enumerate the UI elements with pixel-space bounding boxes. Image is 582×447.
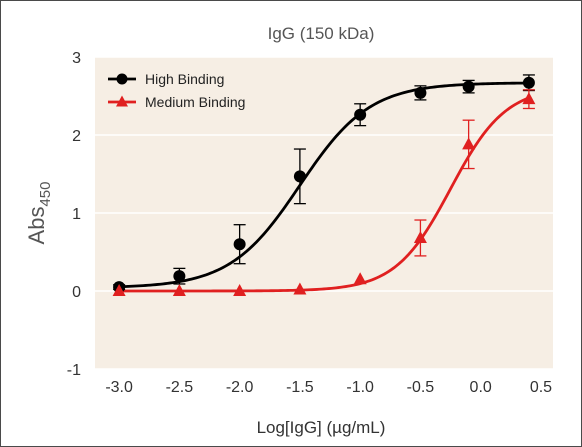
x-tick-label: -1.5 [286,379,314,396]
y-axis-label-subscript: 450 [37,182,54,207]
data-point [414,86,427,99]
y-tick-label: 2 [72,128,81,145]
data-point [173,270,186,283]
chart-title: IgG (150 kDa) [268,24,375,43]
data-point [522,76,535,89]
legend-marker [116,73,128,85]
legend-label: Medium Binding [145,94,245,110]
data-points [112,76,536,296]
data-point [462,137,476,150]
x-tick-label: -2.5 [166,379,194,396]
data-point [293,170,306,183]
x-tick-label: -2.0 [226,379,254,396]
y-tick-labels: -1 0 1 2 3 [67,50,81,379]
y-axis-label-main: Abs [24,207,49,245]
data-point [233,284,247,296]
fit-curve [119,81,529,289]
x-tick-label: 0.0 [470,379,492,396]
data-point [172,284,186,296]
data-point [354,108,367,121]
data-point [522,92,536,105]
x-tick-label: 0.5 [530,379,552,396]
x-tick-labels: -3.0 -2.5 -2.0 -1.5 -1.0 -0.5 0.0 0.5 [105,379,552,396]
y-axis-label: Abs450 [24,182,54,245]
legend: High Binding Medium Binding [108,71,245,110]
legend-label: High Binding [145,71,224,87]
x-axis-label: Log[IgG] (µg/mL) [257,418,386,437]
data-point [233,238,246,251]
y-tick-label: 1 [72,206,81,223]
fit-curves [119,81,530,293]
x-tick-label: -1.0 [346,379,374,396]
data-point [462,80,475,93]
legend-marker [116,95,128,107]
data-point [413,230,427,243]
x-tick-label: -0.5 [407,379,435,396]
fit-curve [119,96,530,293]
y-tick-label: 3 [72,50,81,67]
data-point [112,284,126,296]
y-tick-label: 0 [72,284,81,301]
data-point [293,282,307,295]
x-tick-label: -3.0 [105,379,133,396]
data-point [353,272,367,285]
y-tick-label: -1 [67,362,81,379]
